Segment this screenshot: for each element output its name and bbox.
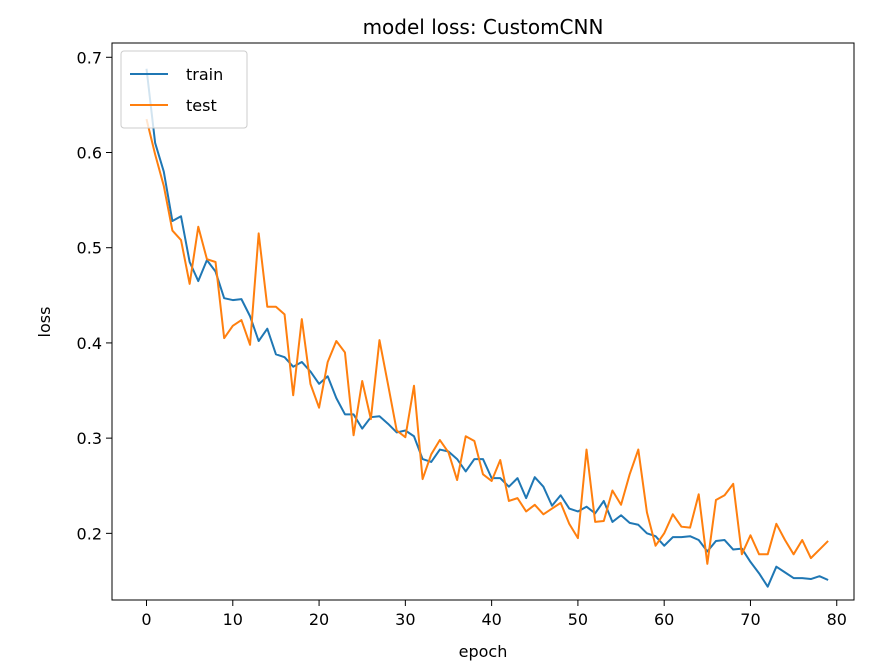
- y-axis-label: loss: [35, 307, 54, 338]
- x-axis-ticks: 0 10 20 30 40 50 60 70 80: [141, 600, 847, 629]
- legend-label-train: train: [186, 65, 223, 84]
- x-tick-label: 60: [654, 610, 674, 629]
- legend-label-test: test: [186, 96, 217, 115]
- y-tick-label: 0.6: [77, 143, 102, 162]
- y-tick-label: 0.4: [77, 334, 102, 353]
- series-lines: [145, 68, 829, 588]
- y-axis-ticks: 0.2 0.3 0.4 0.5 0.6 0.7: [77, 48, 112, 543]
- y-tick-label: 0.2: [77, 524, 102, 543]
- x-tick-label: 30: [395, 610, 415, 629]
- x-tick-label: 80: [827, 610, 847, 629]
- chart-title: model loss: CustomCNN: [363, 15, 604, 39]
- legend: train test: [120, 50, 248, 129]
- x-tick-label: 50: [568, 610, 588, 629]
- series-line-test: [145, 118, 829, 565]
- y-tick-label: 0.7: [77, 48, 102, 67]
- x-tick-label: 10: [223, 610, 243, 629]
- x-tick-label: 20: [309, 610, 329, 629]
- x-axis-label: epoch: [459, 642, 508, 661]
- y-tick-label: 0.5: [77, 239, 102, 258]
- plot-area-frame: [111, 42, 855, 601]
- x-tick-label: 0: [141, 610, 151, 629]
- series-line-train: [145, 68, 829, 588]
- x-tick-label: 40: [481, 610, 501, 629]
- y-tick-label: 0.3: [77, 429, 102, 448]
- x-tick-label: 70: [740, 610, 760, 629]
- legend-box: [120, 50, 248, 129]
